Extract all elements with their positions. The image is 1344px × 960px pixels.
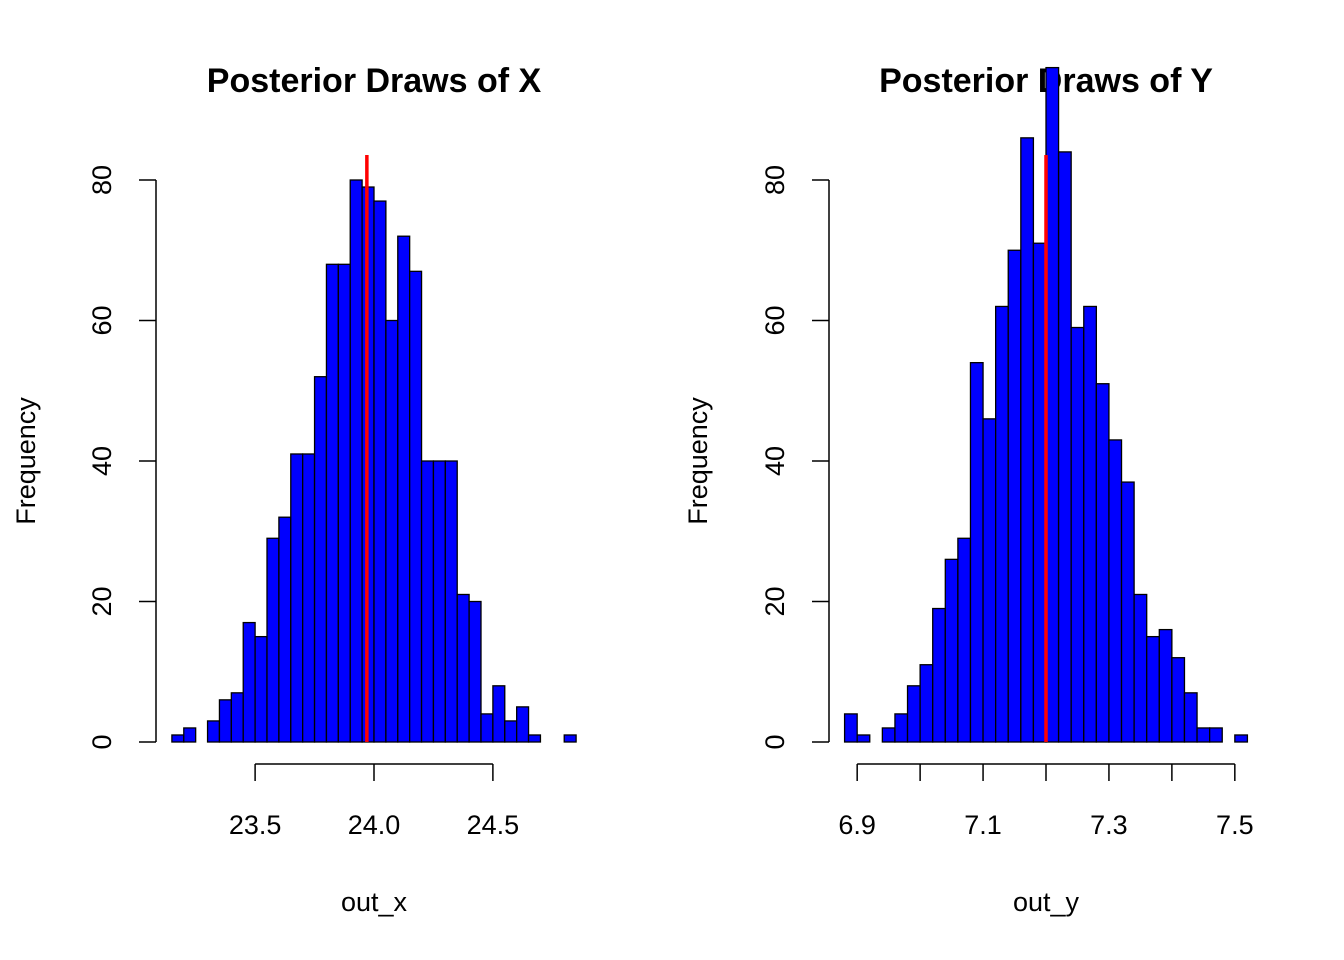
histogram-bar: [183, 727, 197, 743]
histogram-bar: [242, 621, 256, 743]
histogram-bar: [302, 453, 316, 743]
histogram-bar: [1183, 692, 1198, 743]
histogram-bar: [444, 460, 458, 743]
histogram-bar: [397, 235, 411, 743]
y-axis-label-y: Frequency: [683, 397, 713, 525]
histogram-bar: [373, 200, 387, 743]
histogram-bar: [480, 713, 494, 743]
histogram-bar: [1146, 635, 1160, 743]
y-tick-label: 40: [760, 446, 790, 476]
histogram-bar: [456, 593, 470, 743]
histogram-bar: [527, 734, 542, 743]
histogram-bar: [278, 516, 292, 743]
histogram-bar: [944, 558, 959, 743]
histogram-bar: [1133, 593, 1148, 743]
histogram-y-panel: Posterior Draws of Y out_y Frequency 020…: [683, 62, 1254, 917]
histogram-bar: [894, 713, 909, 743]
histogram-bar: [1057, 151, 1072, 743]
histogram-bar: [1020, 137, 1035, 743]
histogram-bar: [1007, 249, 1022, 743]
x-axis-label-x: out_x: [341, 887, 408, 917]
y-tick-label: 20: [87, 586, 117, 616]
histogram-bar: [492, 685, 506, 743]
y-tick-label: 0: [760, 734, 790, 749]
y-axis-label-x: Frequency: [11, 397, 41, 525]
histogram-bar: [932, 607, 946, 743]
x-tick-label: 7.5: [1216, 810, 1254, 840]
y-tick-label: 60: [87, 305, 117, 335]
histogram-bar: [1234, 734, 1249, 743]
histogram-bar: [385, 319, 399, 743]
histogram-bar: [504, 720, 518, 743]
x-axis-label-y: out_y: [1013, 887, 1080, 917]
histogram-bar: [994, 305, 1009, 743]
histogram-bar: [906, 685, 921, 743]
y-tick-label: 80: [87, 165, 117, 195]
histogram-bar: [432, 460, 446, 743]
histogram-bar: [881, 727, 896, 743]
histogram-bar: [1171, 657, 1186, 743]
histogram-bar: [982, 418, 997, 743]
histogram-bar: [349, 179, 363, 743]
x-tick-label: 6.9: [838, 810, 876, 840]
y-tick-label: 60: [760, 305, 790, 335]
histogram-bar: [856, 734, 871, 743]
y-tick-label: 0: [87, 734, 117, 749]
x-tick-label: 24.5: [467, 810, 520, 840]
x-tick-label: 23.5: [229, 810, 282, 840]
histogram-bar: [516, 706, 530, 743]
y-tick-label: 80: [760, 165, 790, 195]
histogram-bar: [1196, 727, 1211, 743]
histogram-bar: [290, 453, 304, 743]
histogram-bar: [337, 263, 351, 743]
y-tick-label: 40: [87, 446, 117, 476]
histogram-bar: [1032, 242, 1047, 743]
histogram-bar: [1045, 66, 1060, 743]
y-tick-label: 20: [760, 586, 790, 616]
histogram-bar: [1070, 326, 1085, 743]
x-tick-label: 7.1: [964, 810, 1002, 840]
x-tick-label: 7.3: [1090, 810, 1128, 840]
histogram-bar: [313, 376, 328, 743]
histogram-bar: [409, 270, 423, 743]
histogram-bar: [230, 692, 244, 743]
histogram-bar: [218, 699, 232, 743]
histogram-bar: [563, 734, 577, 743]
histogram-bar: [171, 734, 185, 743]
histogram-bar: [1158, 628, 1173, 743]
histogram-bar: [1095, 383, 1110, 743]
histogram-bar: [468, 600, 482, 743]
x-tick-label: 24.0: [348, 810, 401, 840]
histogram-bar: [919, 664, 934, 743]
histogram-bar: [1108, 439, 1123, 743]
histogram-bar: [254, 635, 268, 743]
histogram-bar: [206, 720, 221, 743]
histogram-bar: [1083, 305, 1098, 743]
histogram-bar: [1120, 481, 1135, 743]
histogram-bar: [420, 460, 435, 743]
histogram-bar: [1208, 727, 1223, 743]
histogram-x-panel: Posterior Draws of X out_x Frequency 0 20…: [11, 62, 577, 917]
chart-title-x: Posterior Draws of X: [207, 62, 542, 100]
histogram-bar: [266, 537, 280, 743]
histogram-bar: [325, 263, 339, 743]
histogram-bar: [957, 537, 972, 743]
histogram-bar: [969, 361, 984, 743]
histogram-bar: [843, 713, 858, 743]
